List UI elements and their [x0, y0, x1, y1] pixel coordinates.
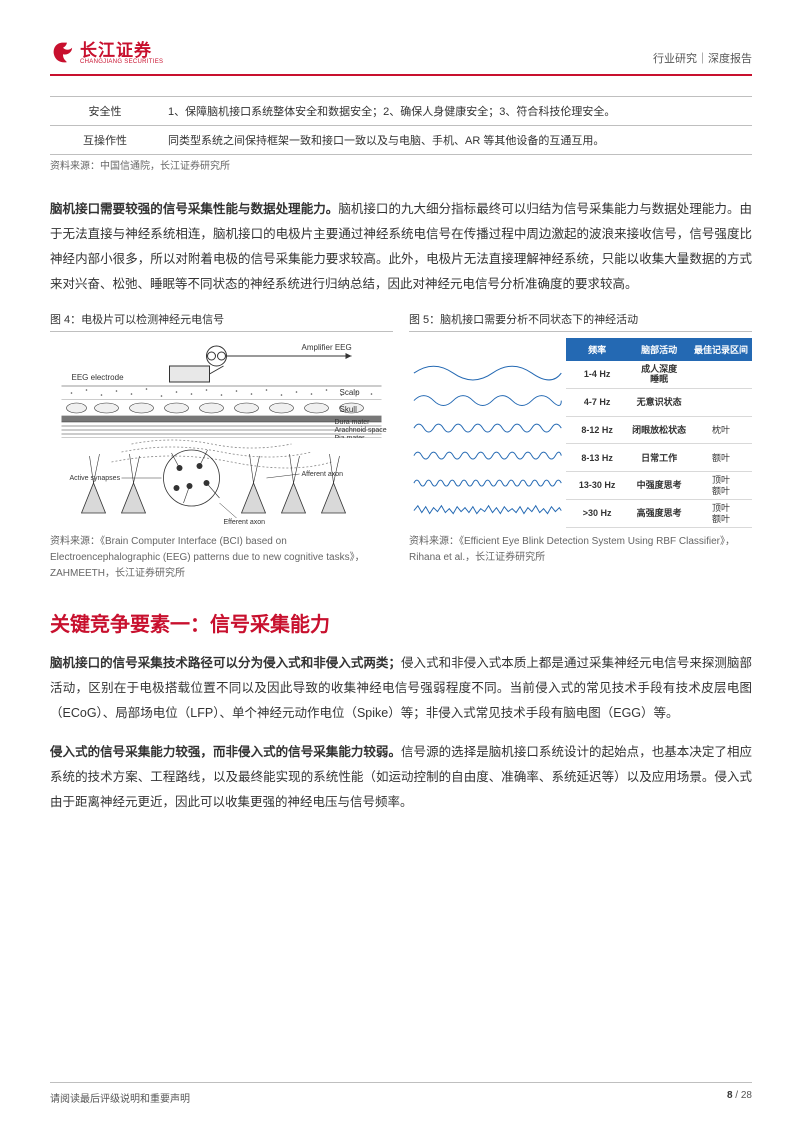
fig4-title: 图 4：电极片可以检测神经元电信号	[50, 311, 393, 332]
logo-text-en: CHANGJIANG SECURITIES	[80, 59, 163, 65]
svg-text:Dura mater: Dura mater	[335, 419, 371, 426]
fig5-table: 频率 脑部活动 最佳记录区间 1-4 Hz成人深度 睡眠4-7 Hz无意识状态8…	[566, 338, 752, 528]
fig5-title: 图 5：脑机接口需要分析不同状态下的神经活动	[409, 311, 752, 332]
fig5-content: 频率 脑部活动 最佳记录区间 1-4 Hz成人深度 睡眠4-7 Hz无意识状态8…	[409, 338, 752, 528]
table-row: 安全性 1、保障脑机接口系统整体安全和数据安全；2、确保人身健康安全；3、符合科…	[50, 97, 752, 126]
cell-activity: 高强度思考	[628, 506, 690, 521]
para1-bold: 脑机接口需要较强的信号采集性能与数据处理能力。	[50, 202, 338, 216]
page-header: 长江证券 CHANGJIANG SECURITIES 行业研究｜深度报告	[50, 40, 752, 72]
cell-activity: 中强度思考	[628, 478, 690, 493]
cell-activity: 日常工作	[628, 451, 690, 466]
page-sep: /	[733, 1090, 741, 1101]
svg-text:Skull: Skull	[340, 405, 358, 414]
header-rule	[50, 74, 752, 76]
fig5-table-row: 13-30 Hz中强度思考顶叶 额叶	[566, 472, 752, 500]
paragraph-3: 侵入式的信号采集能力较强，而非侵入式的信号采集能力较弱。信号源的选择是脑机接口系…	[50, 740, 752, 815]
col-region: 最佳记录区间	[690, 338, 752, 361]
footer-disclaimer: 请阅读最后评级说明和重要声明	[50, 1090, 190, 1105]
table-row: 互操作性 同类型系统之间保持框架一致和接口一致以及与电脑、手机、AR 等其他设备…	[50, 126, 752, 155]
svg-text:EEG electrode: EEG electrode	[72, 373, 125, 382]
svg-text:Arachnoid space: Arachnoid space	[335, 427, 387, 434]
changjiang-logo-icon	[50, 40, 76, 66]
attributes-table: 安全性 1、保障脑机接口系统整体安全和数据安全；2、确保人身健康安全；3、符合科…	[50, 96, 752, 155]
page-total: 28	[741, 1090, 752, 1101]
footer-rule	[50, 1082, 752, 1083]
cell-region: 顶叶 额叶	[690, 501, 752, 527]
cell-region: 顶叶 额叶	[690, 473, 752, 499]
svg-text:Scalp: Scalp	[340, 388, 361, 397]
figure-sources-row: 资料来源：《Brain Computer Interface (BCI) bas…	[50, 534, 752, 582]
col-freq: 频率	[566, 338, 628, 361]
para3-bold: 侵入式的信号采集能力较强，而非侵入式的信号采集能力较弱。	[50, 745, 401, 759]
cell-region	[690, 400, 752, 404]
svg-text:Active synapses: Active synapses	[70, 475, 121, 482]
svg-text:Amplifier EEG: Amplifier EEG	[302, 343, 352, 352]
fig5-waveforms	[409, 338, 566, 528]
cell-activity: 无意识状态	[628, 395, 690, 410]
fig5-source: 资料来源：《Efficient Eye Blink Detection Syst…	[409, 534, 752, 566]
paragraph-1: 脑机接口需要较强的信号采集性能与数据处理能力。脑机接口的九大细分指标最终可以归结…	[50, 197, 752, 297]
cell-freq: 13-30 Hz	[566, 478, 628, 493]
row-label: 安全性	[50, 97, 160, 126]
para2-bold: 脑机接口的信号采集技术路径可以分为侵入式和非侵入式两类；	[50, 656, 401, 670]
figure-row: 图 4：电极片可以检测神经元电信号 Amplifier EEG EEG elec…	[50, 311, 752, 528]
cell-freq: 8-12 Hz	[566, 423, 628, 438]
fig5-table-header: 频率 脑部活动 最佳记录区间	[566, 338, 752, 361]
cell-activity: 闭眼放松状态	[628, 423, 690, 438]
svg-text:Afferent axon: Afferent axon	[302, 471, 344, 478]
cell-freq: 1-4 Hz	[566, 367, 628, 382]
row-text: 同类型系统之间保持框架一致和接口一致以及与电脑、手机、AR 等其他设备的互通互用…	[160, 126, 752, 155]
fig5-table-row: 8-13 Hz日常工作额叶	[566, 444, 752, 472]
fig4-source: 资料来源：《Brain Computer Interface (BCI) bas…	[50, 534, 393, 582]
fig5-table-row: 8-12 Hz闭眼放松状态枕叶	[566, 417, 752, 445]
table-source: 资料来源：中国信通院，长江证券研究所	[50, 159, 752, 175]
logo-text-cn: 长江证券	[80, 42, 163, 59]
figure-5: 图 5：脑机接口需要分析不同状态下的神经活动	[409, 311, 752, 528]
section-title: 关键竞争要素一：信号采集能力	[50, 608, 752, 637]
page-footer: 请阅读最后评级说明和重要声明 8 / 28	[50, 1090, 752, 1105]
page-number: 8 / 28	[727, 1090, 752, 1105]
fig5-table-row: 1-4 Hz成人深度 睡眠	[566, 361, 752, 389]
cell-region: 枕叶	[690, 423, 752, 438]
row-text: 1、保障脑机接口系统整体安全和数据安全；2、确保人身健康安全；3、符合科技伦理安…	[160, 97, 752, 126]
logo-block: 长江证券 CHANGJIANG SECURITIES	[50, 40, 163, 66]
cell-region	[690, 372, 752, 376]
cell-activity: 成人深度 睡眠	[628, 362, 690, 388]
fig5-table-row: >30 Hz高强度思考顶叶 额叶	[566, 500, 752, 528]
cell-freq: >30 Hz	[566, 506, 628, 521]
fig4-image: Amplifier EEG EEG electrode Sca	[50, 338, 393, 528]
figure-4: 图 4：电极片可以检测神经元电信号 Amplifier EEG EEG elec…	[50, 311, 393, 528]
col-activity: 脑部活动	[628, 338, 690, 361]
cell-freq: 4-7 Hz	[566, 395, 628, 410]
fig5-table-row: 4-7 Hz无意识状态	[566, 389, 752, 417]
svg-text:Efferent axon: Efferent axon	[224, 519, 266, 526]
paragraph-2: 脑机接口的信号采集技术路径可以分为侵入式和非侵入式两类；侵入式和非侵入式本质上都…	[50, 651, 752, 726]
row-label: 互操作性	[50, 126, 160, 155]
cell-freq: 8-13 Hz	[566, 451, 628, 466]
cell-region: 额叶	[690, 451, 752, 466]
header-category: 行业研究｜深度报告	[653, 50, 752, 66]
